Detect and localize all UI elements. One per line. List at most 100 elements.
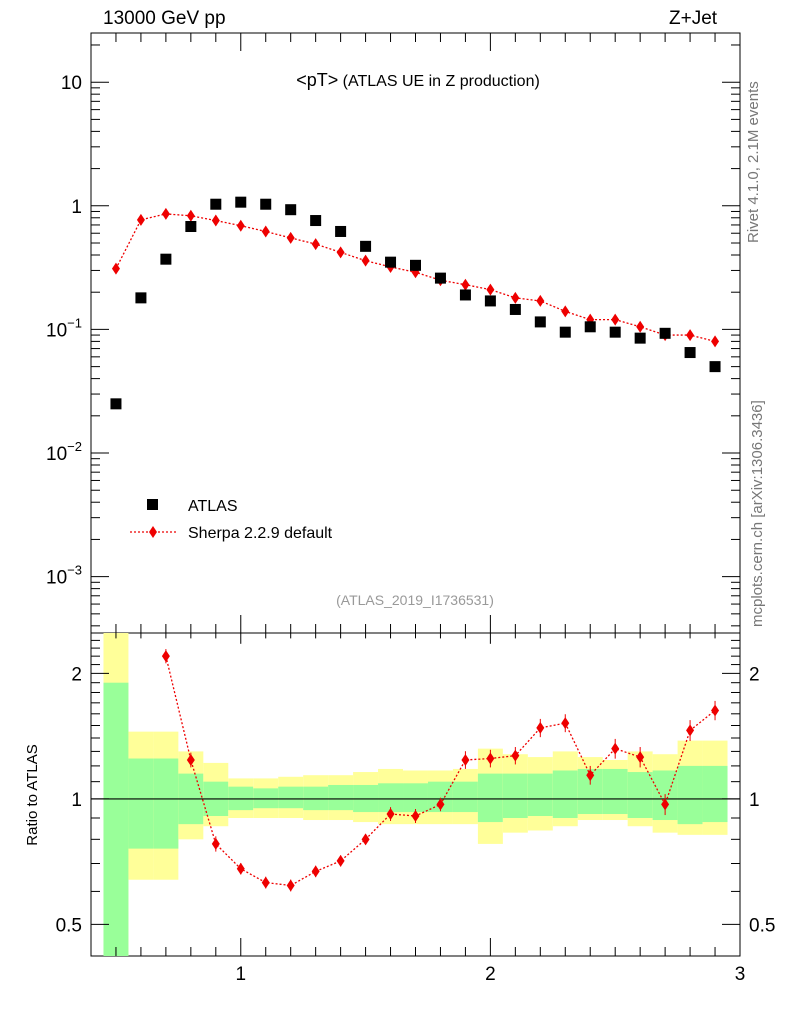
ratio-point — [461, 753, 470, 766]
ratio-point — [236, 862, 245, 875]
ratio-point — [511, 749, 520, 762]
source-label: mcplots.cern.ch [arXiv:1306.3436] — [749, 400, 766, 627]
rivet-version-label: Rivet 4.1.0, 2.1M events — [745, 81, 762, 243]
energy-label: 13000 GeV pp — [103, 8, 226, 29]
sherpa-point — [336, 246, 345, 259]
atlas-point — [509, 303, 521, 315]
ratio-data-marks — [161, 649, 720, 892]
atlas-point — [385, 256, 397, 268]
sherpa-point — [461, 278, 470, 291]
ratio-point — [611, 742, 620, 755]
atlas-point — [235, 196, 247, 208]
ratio-point — [186, 753, 195, 766]
main-ytick-label: 1 — [71, 197, 82, 218]
band-inner — [502, 773, 528, 818]
atlas-point — [684, 347, 696, 359]
ratio-point — [561, 717, 570, 730]
band-inner — [702, 765, 728, 823]
ratio-point — [211, 837, 220, 850]
band-inner — [677, 765, 703, 825]
ratio-point — [661, 798, 670, 811]
analysis-id: (ATLAS_2019_I1736531) — [336, 592, 494, 608]
sherpa-point — [486, 283, 495, 296]
atlas-point — [559, 326, 571, 338]
atlas-point — [659, 327, 671, 339]
atlas-point — [185, 221, 197, 233]
sherpa-point — [561, 305, 570, 318]
atlas-point — [260, 198, 272, 210]
ratio-axis-ticks: 1 2 3 0.5 0.5 1 1 2 2 — [56, 632, 775, 985]
main-ytick-label: 10−2 — [46, 439, 82, 465]
ratio-point — [686, 724, 695, 737]
ratio-point — [586, 769, 595, 782]
atlas-point — [534, 316, 546, 328]
sherpa-point — [686, 329, 695, 342]
ratio-point — [386, 808, 395, 821]
sherpa-point — [511, 291, 520, 304]
ratio-point — [336, 854, 345, 867]
ratio-ylabel: Ratio to ATLAS — [24, 744, 41, 845]
ratio-point — [486, 752, 495, 765]
ratio-ytick-label-left: 0.5 — [56, 915, 82, 936]
band-inner — [552, 770, 578, 818]
band-inner — [328, 784, 354, 811]
sherpa-point — [211, 214, 220, 227]
ratio-ytick-label-right: 1 — [749, 790, 760, 811]
ratio-ytick-label-right: 2 — [749, 664, 760, 685]
ratio-point — [361, 833, 370, 846]
ratio-ytick-label-left: 1 — [71, 790, 82, 811]
ratio-xtick-label: 3 — [735, 964, 746, 985]
atlas-point — [335, 225, 347, 237]
sherpa-point — [361, 254, 370, 267]
ratio-xtick-label: 1 — [235, 964, 246, 985]
atlas-point — [360, 240, 372, 252]
main-title: <pT> (ATLAS UE in Z production) — [296, 70, 540, 90]
ratio-point — [711, 704, 720, 717]
ratio-point — [311, 865, 320, 878]
atlas-point — [609, 326, 621, 338]
sherpa-point — [111, 262, 120, 275]
ratio-uncertainty-bands — [103, 633, 728, 956]
atlas-point — [135, 292, 147, 304]
ratio-point — [436, 798, 445, 811]
atlas-point — [434, 272, 446, 284]
atlas-point — [484, 295, 496, 307]
main-ytick-label: 10−1 — [46, 315, 82, 341]
atlas-point — [584, 321, 596, 333]
atlas-point — [410, 259, 421, 271]
sherpa-point — [136, 213, 145, 226]
atlas-point — [285, 204, 297, 216]
main-axis-ticks: 10 1 10−1 10−2 10−3 — [46, 33, 741, 633]
atlas-point — [634, 332, 646, 344]
sherpa-point — [536, 294, 545, 307]
ratio-point — [286, 879, 295, 892]
atlas-point — [210, 198, 222, 210]
legend-sherpa-marker — [149, 526, 157, 538]
band-inner — [403, 783, 428, 813]
sherpa-point — [611, 313, 620, 326]
process-label: Z+Jet — [669, 8, 718, 29]
main-data-marks — [110, 196, 721, 410]
band-inner — [527, 773, 553, 816]
main-ytick-label: 10−3 — [46, 563, 82, 589]
atlas-point — [709, 361, 721, 373]
sherpa-point — [186, 209, 195, 222]
ratio-point — [536, 721, 545, 734]
sherpa-point — [236, 219, 245, 232]
legend-atlas-marker — [147, 499, 158, 510]
ratio-point — [161, 650, 170, 663]
sherpa-point — [711, 335, 720, 348]
ratio-point — [411, 809, 420, 822]
band-inner — [128, 758, 154, 849]
band-inner — [627, 772, 653, 818]
band-inner — [253, 788, 279, 809]
band-inner — [477, 773, 503, 823]
ratio-ytick-label-left: 2 — [71, 664, 82, 685]
band-inner — [103, 682, 129, 956]
sherpa-point — [311, 238, 320, 251]
band-inner — [602, 768, 628, 815]
legend-sherpa-label: Sherpa 2.2.9 default — [188, 525, 333, 542]
ratio-xtick-label: 2 — [485, 964, 496, 985]
band-inner — [278, 786, 304, 809]
